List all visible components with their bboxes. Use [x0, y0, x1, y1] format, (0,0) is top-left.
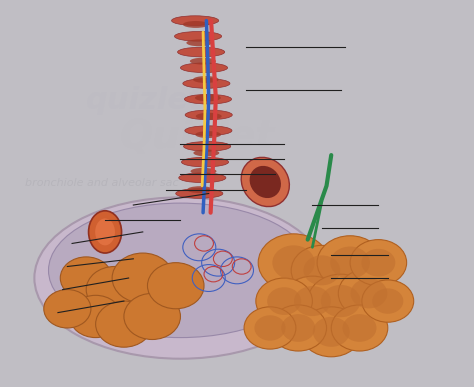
Circle shape [255, 315, 285, 341]
Circle shape [256, 278, 312, 324]
Circle shape [313, 317, 350, 347]
Ellipse shape [178, 47, 225, 57]
Circle shape [350, 240, 407, 286]
Ellipse shape [185, 126, 232, 135]
Circle shape [96, 301, 152, 347]
Ellipse shape [241, 158, 289, 207]
Ellipse shape [195, 94, 221, 101]
Circle shape [267, 287, 301, 315]
Ellipse shape [48, 203, 312, 337]
Circle shape [273, 245, 315, 280]
Ellipse shape [186, 39, 212, 46]
Circle shape [321, 285, 360, 317]
Circle shape [338, 269, 400, 319]
Ellipse shape [196, 113, 222, 120]
Ellipse shape [193, 76, 219, 83]
Circle shape [301, 307, 362, 357]
Circle shape [70, 295, 121, 337]
Circle shape [372, 288, 403, 314]
Text: quizlet: quizlet [86, 86, 204, 115]
Circle shape [258, 234, 329, 291]
Circle shape [343, 314, 376, 342]
Ellipse shape [193, 149, 219, 156]
Ellipse shape [89, 211, 121, 253]
Circle shape [282, 276, 343, 326]
Ellipse shape [250, 166, 281, 198]
Ellipse shape [182, 157, 228, 167]
Ellipse shape [176, 189, 223, 198]
Circle shape [291, 245, 353, 295]
Text: Quizlet: Quizlet [119, 117, 274, 156]
Circle shape [112, 253, 173, 303]
Circle shape [308, 274, 374, 328]
Circle shape [362, 280, 414, 322]
Ellipse shape [190, 58, 216, 65]
Circle shape [361, 249, 395, 276]
Ellipse shape [191, 168, 217, 175]
Ellipse shape [179, 173, 226, 183]
Circle shape [147, 263, 204, 309]
Circle shape [44, 289, 91, 328]
Circle shape [294, 286, 331, 316]
Circle shape [351, 278, 387, 308]
Ellipse shape [195, 131, 221, 138]
Circle shape [331, 305, 388, 351]
Ellipse shape [187, 186, 213, 193]
Ellipse shape [181, 63, 228, 72]
Circle shape [281, 314, 315, 342]
Circle shape [244, 307, 296, 349]
Circle shape [124, 293, 181, 339]
Text: bronchiole and alveolar sac: bronchiole and alveolar sac [25, 178, 179, 188]
Ellipse shape [172, 16, 219, 26]
Ellipse shape [174, 31, 222, 41]
Circle shape [86, 267, 143, 313]
Ellipse shape [184, 94, 232, 104]
Circle shape [330, 247, 370, 279]
Circle shape [60, 257, 112, 299]
Circle shape [303, 255, 340, 285]
Circle shape [270, 305, 327, 351]
Circle shape [317, 236, 383, 289]
Ellipse shape [95, 219, 115, 245]
Ellipse shape [183, 79, 230, 88]
Ellipse shape [183, 21, 209, 28]
Ellipse shape [185, 110, 232, 120]
Ellipse shape [183, 142, 231, 151]
Ellipse shape [35, 197, 327, 359]
